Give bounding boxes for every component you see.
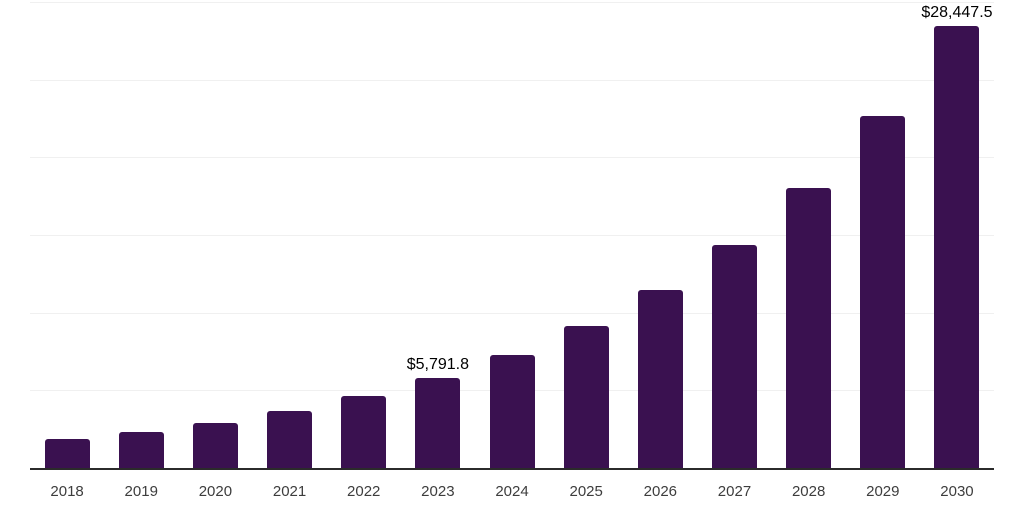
bar-group bbox=[252, 2, 326, 468]
bar-2021 bbox=[267, 411, 313, 468]
x-tick-label: 2019 bbox=[124, 483, 158, 500]
bar-2028 bbox=[786, 187, 832, 468]
gridline bbox=[30, 313, 994, 314]
bar-group bbox=[475, 2, 549, 468]
bar-group: $28,447.5 bbox=[920, 2, 994, 468]
bar-value-label: $5,791.8 bbox=[406, 356, 469, 373]
x-tick-label: 2029 bbox=[866, 483, 900, 500]
x-tick-label: 2021 bbox=[272, 483, 307, 500]
bar-2019 bbox=[118, 432, 164, 468]
bar-2018 bbox=[44, 439, 90, 468]
x-tick-label: 2028 bbox=[791, 483, 826, 500]
bars: $5,791.8 $28,447.5 bbox=[30, 2, 994, 468]
x-tick-label: 2025 bbox=[569, 483, 603, 500]
bar-group bbox=[178, 2, 252, 468]
bar-2022 bbox=[341, 396, 387, 468]
bar-2029 bbox=[860, 115, 906, 468]
bar-2027 bbox=[711, 244, 757, 468]
bar-group bbox=[327, 2, 401, 468]
bar-2030 bbox=[934, 26, 980, 468]
x-tick-label: 2024 bbox=[495, 483, 529, 500]
gridline bbox=[30, 80, 994, 81]
bar-group bbox=[104, 2, 178, 468]
plot-area: $5,791.8 $28,447.5 bbox=[30, 2, 994, 470]
x-axis-labels: 2018 2019 2020 2021 2022 2023 2024 2025 2026 2027… bbox=[30, 470, 994, 500]
bar-group bbox=[772, 2, 846, 468]
bar-value-label: $28,447.5 bbox=[921, 4, 993, 22]
x-tick-label: 2026 bbox=[643, 483, 678, 500]
bar-group bbox=[697, 2, 771, 468]
x-tick-label: 2030 bbox=[940, 483, 974, 500]
bar-2024 bbox=[489, 355, 535, 468]
x-tick-label: 2027 bbox=[717, 483, 752, 500]
bar-2025 bbox=[563, 326, 609, 468]
bar-group bbox=[623, 2, 697, 468]
gridline bbox=[30, 157, 994, 158]
x-tick-label: 2023 bbox=[421, 483, 455, 500]
bar-2026 bbox=[637, 290, 683, 468]
bar-group bbox=[30, 2, 104, 468]
x-tick-label: 2022 bbox=[347, 483, 381, 500]
bar-2020 bbox=[192, 422, 238, 468]
bar-group: $5,791.8 bbox=[401, 2, 475, 468]
bar-group bbox=[846, 2, 920, 468]
x-tick-label: 2020 bbox=[198, 483, 233, 500]
bar-group bbox=[549, 2, 623, 468]
bar-2023 bbox=[415, 378, 461, 468]
x-tick-label: 2018 bbox=[50, 483, 84, 500]
gridline bbox=[30, 2, 994, 3]
gridline bbox=[30, 235, 994, 236]
